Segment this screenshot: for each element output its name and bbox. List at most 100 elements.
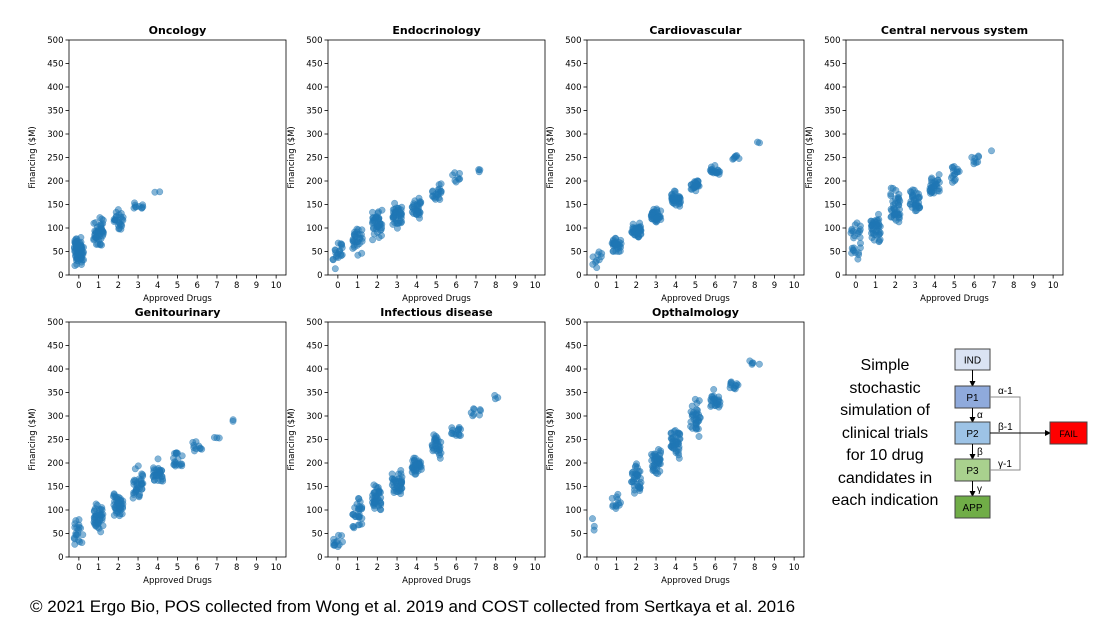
x-tick-label: 3	[394, 281, 399, 291]
x-tick-label: 4	[414, 563, 419, 573]
data-point	[229, 417, 237, 425]
data-point	[390, 489, 398, 496]
data-point	[132, 487, 140, 495]
data-point	[358, 249, 366, 257]
data-point	[412, 467, 420, 475]
data-point	[671, 427, 679, 434]
data-point	[356, 498, 364, 506]
data-point	[733, 152, 741, 159]
data-point	[912, 199, 920, 207]
data-point	[727, 381, 734, 389]
y-tick-label: 0	[58, 553, 63, 563]
data-point	[954, 165, 961, 173]
x-tick-label: 8	[234, 563, 239, 573]
data-point	[635, 233, 643, 241]
y-tick-label: 150	[824, 201, 840, 211]
y-tick-label: 150	[47, 201, 63, 211]
data-point	[92, 500, 100, 508]
x-tick-label: 2	[116, 563, 121, 573]
x-tick-label: 5	[434, 563, 439, 573]
data-point	[491, 395, 499, 403]
trial-flow-diagram: IND P1 α P2 β P3 γ APP α-1 β-1 γ-1 FAIL	[954, 348, 1088, 519]
data-point	[695, 182, 703, 190]
y-tick-label: 450	[565, 60, 581, 70]
chart-panel: 0 1 2 3 4 5 6 7 8 9 100501001502002503003504004505…	[287, 306, 546, 586]
y-tick-label: 250	[47, 154, 63, 164]
caption-line: clinical trials	[841, 424, 929, 442]
data-point	[633, 460, 640, 468]
x-tick-label: 9	[772, 563, 777, 573]
x-tick-label: 3	[653, 281, 658, 291]
y-tick-label: 250	[565, 436, 581, 446]
data-point	[397, 479, 405, 487]
node-fail	[1049, 421, 1088, 445]
y-tick-label: 50	[830, 248, 841, 258]
data-point	[393, 224, 401, 232]
x-tick-label: 8	[234, 281, 239, 291]
data-point	[590, 522, 598, 530]
data-point	[851, 221, 859, 229]
data-point	[949, 178, 956, 186]
y-tick-label: 50	[312, 530, 323, 540]
x-tick-label: 4	[673, 563, 678, 573]
x-tick-label: 0	[853, 281, 858, 291]
x-tick-label: 3	[394, 563, 399, 573]
data-point	[389, 213, 397, 221]
data-point	[375, 489, 383, 496]
y-tick-label: 250	[306, 154, 322, 164]
y-tick-label: 500	[47, 318, 63, 328]
data-point	[856, 244, 864, 252]
x-tick-label: 6	[454, 563, 459, 573]
data-point	[97, 528, 105, 536]
data-point	[628, 469, 636, 477]
data-point	[657, 207, 665, 215]
y-tick-label: 250	[824, 154, 840, 164]
data-point	[609, 247, 617, 255]
x-tick-label: 6	[713, 281, 718, 291]
data-point	[192, 438, 200, 446]
x-tick-label: 4	[673, 281, 678, 291]
x-tick-label: 6	[454, 281, 459, 291]
y-tick-label: 100	[824, 224, 840, 234]
data-point	[689, 411, 697, 419]
data-point	[854, 255, 862, 263]
x-tick-label: 9	[1031, 281, 1036, 291]
x-tick-label: 1	[96, 563, 101, 573]
data-point	[716, 398, 724, 406]
y-tick-label: 350	[565, 389, 581, 399]
data-point	[114, 206, 122, 214]
data-point	[675, 193, 683, 201]
caption-line: for 10 drug	[846, 447, 924, 464]
y-tick-label: 350	[824, 107, 840, 117]
data-point	[850, 244, 858, 252]
caption-line: Simple	[860, 357, 910, 374]
x-tick-label: 5	[175, 563, 180, 573]
edge-gamma-label: γ	[977, 484, 982, 495]
y-tick-label: 400	[565, 365, 581, 375]
y-tick-label: 200	[306, 459, 322, 469]
y-tick-label: 100	[47, 506, 63, 516]
data-point	[589, 515, 596, 523]
x-tick-label: 4	[155, 281, 160, 291]
chart-title: Endocrinology	[392, 24, 480, 37]
data-point	[156, 188, 164, 196]
y-tick-label: 100	[306, 224, 322, 234]
data-point	[649, 209, 657, 217]
edge-p3-fail	[990, 433, 1021, 471]
x-tick-label: 8	[493, 563, 498, 573]
y-axis-label: Financing ($M)	[28, 408, 38, 471]
y-tick-label: 200	[47, 177, 63, 187]
data-point	[455, 423, 463, 431]
x-tick-label: 2	[634, 563, 639, 573]
y-tick-label: 200	[306, 177, 322, 187]
y-tick-label: 300	[565, 412, 581, 422]
data-point	[695, 397, 703, 405]
x-tick-label: 7	[214, 281, 219, 291]
data-point	[98, 215, 106, 223]
data-point	[695, 433, 703, 440]
y-tick-label: 0	[576, 553, 581, 563]
x-tick-label: 4	[932, 281, 937, 291]
x-tick-label: 0	[76, 563, 81, 573]
data-point	[656, 467, 664, 475]
y-tick-label: 500	[306, 36, 322, 46]
